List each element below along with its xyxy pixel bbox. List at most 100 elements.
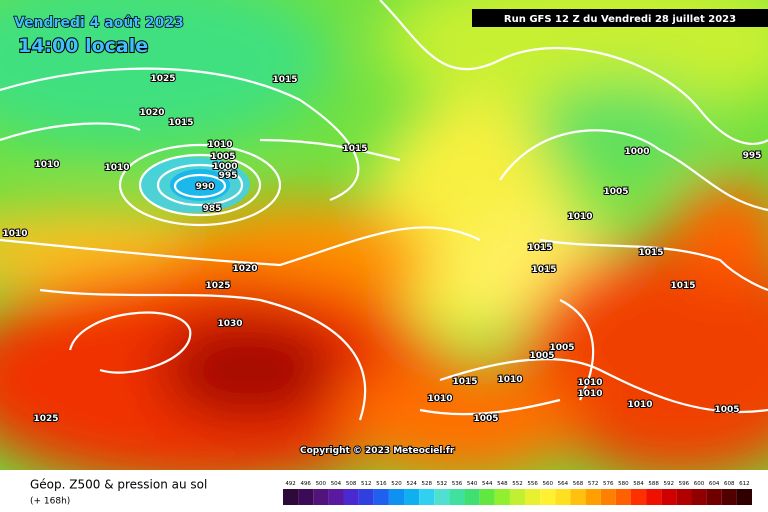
colorbar-label: 532: [437, 481, 448, 487]
color-swatch: [736, 489, 752, 505]
color-swatch: [585, 489, 601, 505]
color-swatch: [298, 489, 314, 505]
colorbar-label: 496: [300, 481, 311, 487]
colorbar-label: 540: [467, 481, 478, 487]
colorbar: 492 496 500 504 508 512 516 520 524 528 532 536 540 5…: [283, 481, 752, 505]
colorbar-label: 568: [573, 481, 584, 487]
color-swatch: [328, 489, 344, 505]
legend-title: Géop. Z500 & pression au sol: [30, 478, 207, 492]
colorbar-label: 520: [391, 481, 402, 487]
isobar-label: 990: [196, 182, 215, 192]
isobar-label: 1005: [473, 414, 498, 424]
isobar-label: 1015: [531, 265, 556, 275]
isobar-label: 1005: [529, 351, 554, 361]
colorbar-label: 608: [724, 481, 735, 487]
colorbar-label: 580: [618, 481, 629, 487]
run-box: [472, 9, 768, 27]
colorbar-label: 548: [497, 481, 508, 487]
color-swatch: [661, 489, 677, 505]
color-swatch: [630, 489, 647, 505]
copyright: Copyright © 2023 Meteociel.fr: [300, 446, 455, 456]
colorbar-label: 500: [316, 481, 327, 487]
color-swatch: [388, 489, 405, 505]
colorbar-label: 492: [285, 481, 296, 487]
isobar-label: 1005: [549, 343, 574, 353]
color-swatch: [479, 489, 495, 505]
isobar-label: 1030: [217, 319, 242, 329]
time: 14:00 locale: [18, 35, 148, 57]
isobar-label: 1010: [577, 389, 602, 399]
color-swatch: [676, 489, 692, 505]
colorbar-label: 528: [421, 481, 432, 487]
color-swatch: [464, 489, 480, 505]
color-swatch: [615, 489, 631, 505]
isobar-label: 1010: [207, 140, 232, 150]
isobar-label: 1015: [272, 75, 297, 85]
color-swatch: [600, 489, 616, 505]
colorbar-label: 564: [558, 481, 569, 487]
isobar-label: 1025: [150, 74, 175, 84]
isobar-label: 1010: [627, 400, 652, 410]
color-swatch: [343, 489, 359, 505]
colorbar-label: 560: [543, 481, 554, 487]
color-swatch: [419, 489, 435, 505]
isobar-label: 1010: [2, 229, 27, 239]
colorbar-label: 604: [709, 481, 720, 487]
color-swatch: [373, 489, 389, 505]
color-swatch: [646, 489, 662, 505]
color-swatch: [358, 489, 374, 505]
isobar-label: 1000: [212, 162, 237, 172]
isobar-label: 1010: [567, 212, 592, 222]
isobar-label: 1015: [452, 377, 477, 387]
colorbar-label: 544: [482, 481, 493, 487]
run-info: Run GFS 12 Z du Vendredi 28 juillet 2023: [504, 14, 736, 25]
color-swatch: [570, 489, 586, 505]
color-swatch: [706, 489, 722, 505]
isobar-label: 1020: [232, 264, 257, 274]
isobar-label: 1015: [670, 281, 695, 291]
colorbar-label: 536: [452, 481, 463, 487]
colorbar-label: 556: [527, 481, 538, 487]
isobar-label: 1005: [603, 187, 628, 197]
isobar-label: 1020: [139, 108, 164, 118]
isobar-label: 1015: [168, 118, 193, 128]
colorbar-label: 612: [739, 481, 750, 487]
colorbar-label: 508: [346, 481, 357, 487]
colorbar-label: 584: [633, 481, 644, 487]
isobar-label: 1010: [104, 163, 129, 173]
isobar-label: 1025: [205, 281, 230, 291]
colorbar-label: 552: [512, 481, 523, 487]
colorbar-label: 588: [648, 481, 659, 487]
lead-time: (+ 168h): [30, 497, 70, 507]
color-swatch: [449, 489, 465, 505]
isobar-label: 1010: [497, 375, 522, 385]
colorbar-label: 600: [694, 481, 705, 487]
isobar-label: 995: [219, 171, 238, 181]
color-swatch: [691, 489, 707, 505]
colorbar-label: 504: [331, 481, 342, 487]
colorbar-label: 592: [664, 481, 675, 487]
isobar-label: 1015: [638, 248, 663, 258]
colorbar-label: 524: [406, 481, 417, 487]
colorbar-label: 576: [603, 481, 614, 487]
date: Vendredi 4 août 2023: [14, 15, 184, 31]
color-swatch: [404, 489, 420, 505]
isobar-label: 1015: [527, 243, 552, 253]
color-swatch: [283, 489, 299, 505]
color-swatch: [525, 489, 541, 505]
color-swatch: [313, 489, 329, 505]
color-swatch: [721, 489, 737, 505]
isobar-label: 1000: [624, 147, 649, 157]
isobar-label: 1010: [427, 394, 452, 404]
colorbar-label: 572: [588, 481, 599, 487]
isobar-label: 1010: [34, 160, 59, 170]
color-swatch: [494, 489, 510, 505]
isobar-label: 1015: [342, 144, 367, 154]
colorbar-label: 512: [361, 481, 372, 487]
color-swatch: [434, 489, 450, 505]
isobar-label: 995: [743, 151, 762, 161]
isolines: [0, 0, 768, 421]
isobar-label: 1005: [714, 405, 739, 415]
